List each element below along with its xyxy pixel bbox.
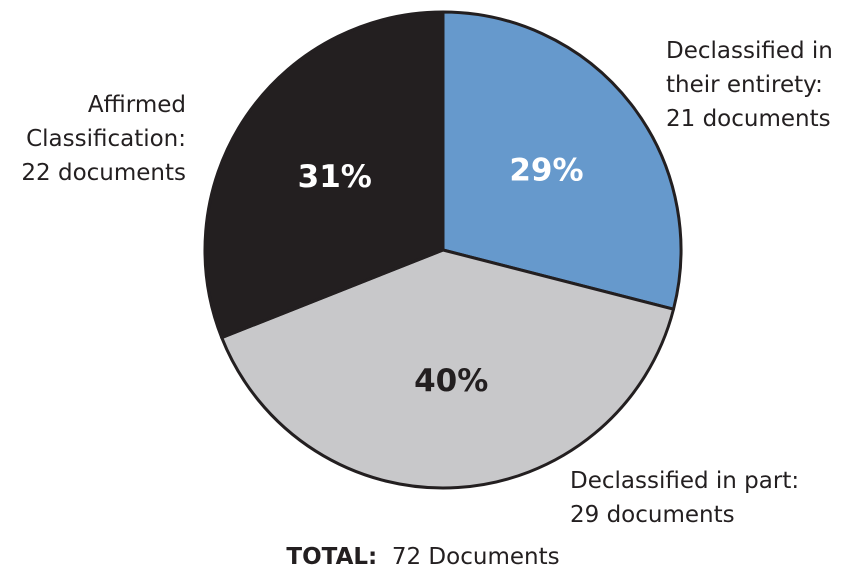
category-note: 29 documents bbox=[570, 502, 735, 528]
slice-label: Declassified in part: 29 documents bbox=[570, 464, 840, 532]
pie-slice bbox=[203, 10, 445, 340]
category: Affirmed Classification: bbox=[26, 92, 186, 152]
total-text: 72 Documents bbox=[391, 544, 560, 570]
pie-slice bbox=[220, 248, 676, 490]
category: Declassified in their entirety: bbox=[666, 38, 833, 98]
value-label: 31% bbox=[298, 159, 372, 195]
slice-label: Declassified in their entirety: 21 docum… bbox=[666, 34, 846, 136]
value-label: 40% bbox=[414, 363, 488, 399]
category-note: 22 documents bbox=[21, 160, 186, 186]
pie-slice bbox=[441, 10, 683, 311]
category: Declassified in part: bbox=[570, 468, 800, 494]
slice-label: Affirmed Classification: 22 documents bbox=[0, 88, 186, 190]
value-label: 29% bbox=[509, 152, 583, 188]
total: TOTAL: 72 Documents bbox=[0, 540, 846, 574]
total-label: TOTAL: bbox=[286, 544, 378, 570]
category-note: 21 documents bbox=[666, 106, 831, 132]
